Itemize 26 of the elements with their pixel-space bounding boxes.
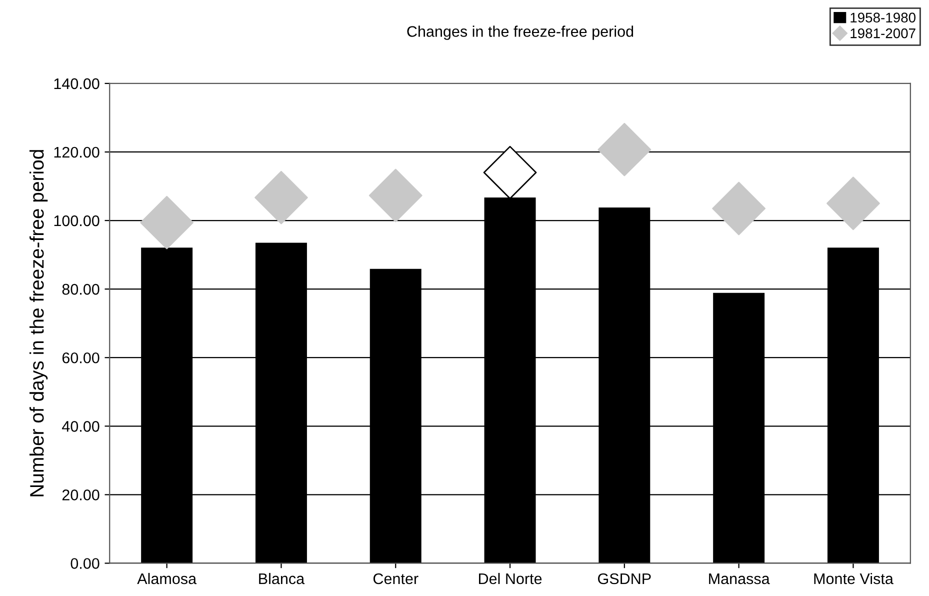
x-tick-label: Blanca [259,572,305,584]
point [140,196,194,250]
y-tick-label: 100.00 [54,215,100,226]
x-tick-label: GSDNP [598,573,651,584]
y-tick-label: 80.00 [62,284,100,295]
legend-label: 1958-1980 [850,12,916,23]
point [712,182,766,236]
legend-label: 1981-2007 [850,28,916,38]
y-tick-label: 60.00 [62,352,100,364]
y-tick-label: 20.00 [62,490,100,500]
point [368,168,422,222]
x-tick-label: Del Norte [479,572,542,584]
point [826,176,880,230]
x-tick-label: Manassa [709,574,770,584]
y-tick-label: 0.00 [70,558,100,569]
chart-title: Changes in the freeze-free period [407,26,634,40]
x-tick-label: Alamosa [137,572,197,584]
point [598,122,652,176]
y-tick-label: 140.00 [54,78,100,90]
x-tick-label: Center [373,573,418,584]
y-tick-label: 40.00 [62,421,100,432]
point [483,146,537,200]
y-tick-label: 120.00 [54,146,100,158]
y-axis-title: Number of days in the freeze-free period [29,150,48,496]
x-tick-label: Monte Vista [814,572,894,584]
point [254,170,308,224]
